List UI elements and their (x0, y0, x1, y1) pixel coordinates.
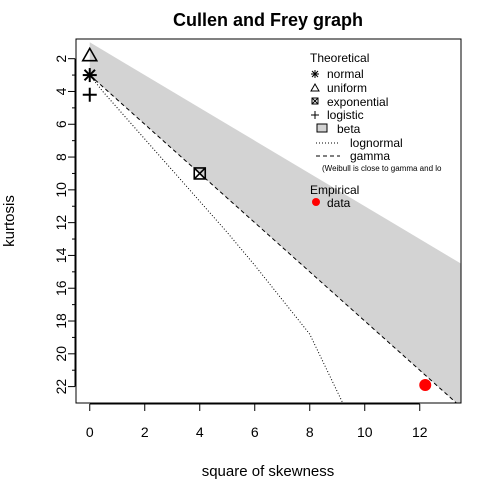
gamma-line (89, 74, 458, 403)
legend-empirical-title: Empirical (310, 183, 359, 197)
theoretical-markers (81, 46, 207, 180)
legend-normal-marker (311, 70, 319, 78)
x-tick-label: 0 (86, 424, 94, 440)
x-axis-label: square of skewness (202, 463, 335, 480)
uniform-marker (81, 46, 99, 62)
logistic-marker (82, 87, 97, 102)
normal-marker-stroke (83, 69, 96, 82)
y-tick-label: 14 (53, 247, 69, 263)
y-tick-label: 6 (53, 120, 69, 128)
exponential-marker-box (193, 167, 207, 180)
legend-logistic-marker (311, 111, 319, 119)
y-tick-label: 20 (53, 346, 69, 362)
y-tick-label: 18 (53, 313, 69, 329)
legend-beta-swatch (316, 123, 328, 133)
legend-gamma-label: gamma (350, 149, 390, 163)
legend-exponential-marker (311, 97, 319, 105)
plot-frame (75, 38, 462, 404)
y-tick-label: 4 (53, 87, 69, 95)
data-point (419, 378, 432, 391)
y-axis-label: kurtosis (1, 195, 18, 247)
legend-lognormal-label: lognormal (350, 136, 403, 150)
x-tick-label: 8 (306, 424, 314, 440)
y-tick-label: 12 (53, 215, 69, 231)
exponential-marker-stroke (193, 167, 206, 180)
chart-title: Cullen and Frey graph (173, 10, 363, 30)
x-tick-label: 12 (412, 424, 428, 440)
y-tick-label: 22 (53, 379, 69, 395)
legend-data-label: data (327, 196, 351, 210)
y-tick-label: 10 (53, 182, 69, 198)
legend-uniform-marker (310, 82, 320, 92)
beta-region (89, 42, 461, 403)
x-tick-label: 6 (251, 424, 259, 440)
legend-logistic-label: logistic (327, 108, 364, 122)
y-tick-label: 16 (53, 280, 69, 296)
x-tick-label: 10 (357, 424, 373, 440)
plot-area (81, 42, 461, 403)
x-tick-label: 4 (196, 424, 204, 440)
legend: Theoretical normal uniform exponential l… (310, 51, 442, 210)
legend-data-marker (312, 198, 320, 206)
legend-weibull-note: (Weibull is close to gamma and lo (322, 164, 442, 173)
exponential-marker (193, 167, 207, 180)
y-tick-label: 2 (53, 55, 69, 63)
legend-normal-label: normal (327, 67, 364, 81)
legend-exponential-label: exponential (327, 95, 388, 109)
legend-uniform-label: uniform (327, 81, 367, 95)
legend-beta-label: beta (337, 122, 361, 136)
x-axis: 0 2 4 6 8 10 12 (86, 403, 428, 440)
legend-theoretical-title: Theoretical (310, 51, 369, 65)
normal-marker (82, 68, 97, 83)
y-axis: 2 4 6 8 10 12 14 16 18 20 22 (53, 55, 76, 395)
x-tick-label: 2 (141, 424, 149, 440)
y-tick-label: 8 (53, 153, 69, 161)
